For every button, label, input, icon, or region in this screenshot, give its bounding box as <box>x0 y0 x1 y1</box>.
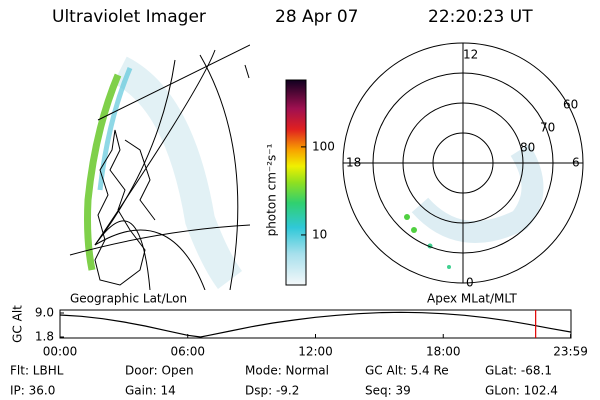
y-tick-label: 9.0 <box>35 306 54 320</box>
x-tick-label: 00:00 <box>43 345 78 359</box>
colorbar-label: photon cm⁻²s⁻¹ <box>265 143 279 236</box>
colorbar-tick-label: 100 <box>312 139 335 153</box>
x-tick-label: 18:00 <box>426 345 461 359</box>
mlt-label: 18 <box>346 156 361 170</box>
title: Ultraviolet Imager <box>52 7 206 27</box>
status-field: Flt: LBHL <box>10 364 64 378</box>
date: 28 Apr 07 <box>275 7 358 27</box>
time: 22:20:23 UT <box>428 7 533 27</box>
colorbar <box>285 79 307 286</box>
status-field: Seq: 39 <box>365 384 411 398</box>
x-tick-label: 23:59 <box>553 345 588 359</box>
lat-label: 70 <box>540 121 555 135</box>
status-field: Gain: 14 <box>125 384 176 398</box>
status-field: Dsp: -9.2 <box>245 384 299 398</box>
polar-label: Apex MLat/MLT <box>427 292 517 306</box>
mlt-label: 0 <box>466 276 474 290</box>
status-field: GLon: 102.4 <box>485 384 558 398</box>
lat-label: 60 <box>563 98 578 112</box>
x-tick-label: 12:00 <box>298 345 333 359</box>
mlt-label: 12 <box>463 48 478 62</box>
lat-label: 80 <box>520 141 535 155</box>
status-field: GC Alt: 5.4 Re <box>365 364 449 378</box>
y-tick-label: 1.8 <box>35 330 54 344</box>
colorbar-tick-label: 10 <box>312 227 327 241</box>
status-field: Mode: Normal <box>245 364 329 378</box>
y-label: GC Alt <box>11 305 25 343</box>
status-field: IP: 36.0 <box>10 384 55 398</box>
status-field: Door: Open <box>125 364 194 378</box>
status-field: GLat: -68.1 <box>485 364 552 378</box>
polar-plot <box>342 42 584 284</box>
x-tick-label: 06:00 <box>170 345 205 359</box>
geo-map <box>69 44 250 290</box>
altitude-line <box>59 311 571 338</box>
mlt-label: 6 <box>572 156 580 170</box>
map-label: Geographic Lat/Lon <box>70 292 187 306</box>
